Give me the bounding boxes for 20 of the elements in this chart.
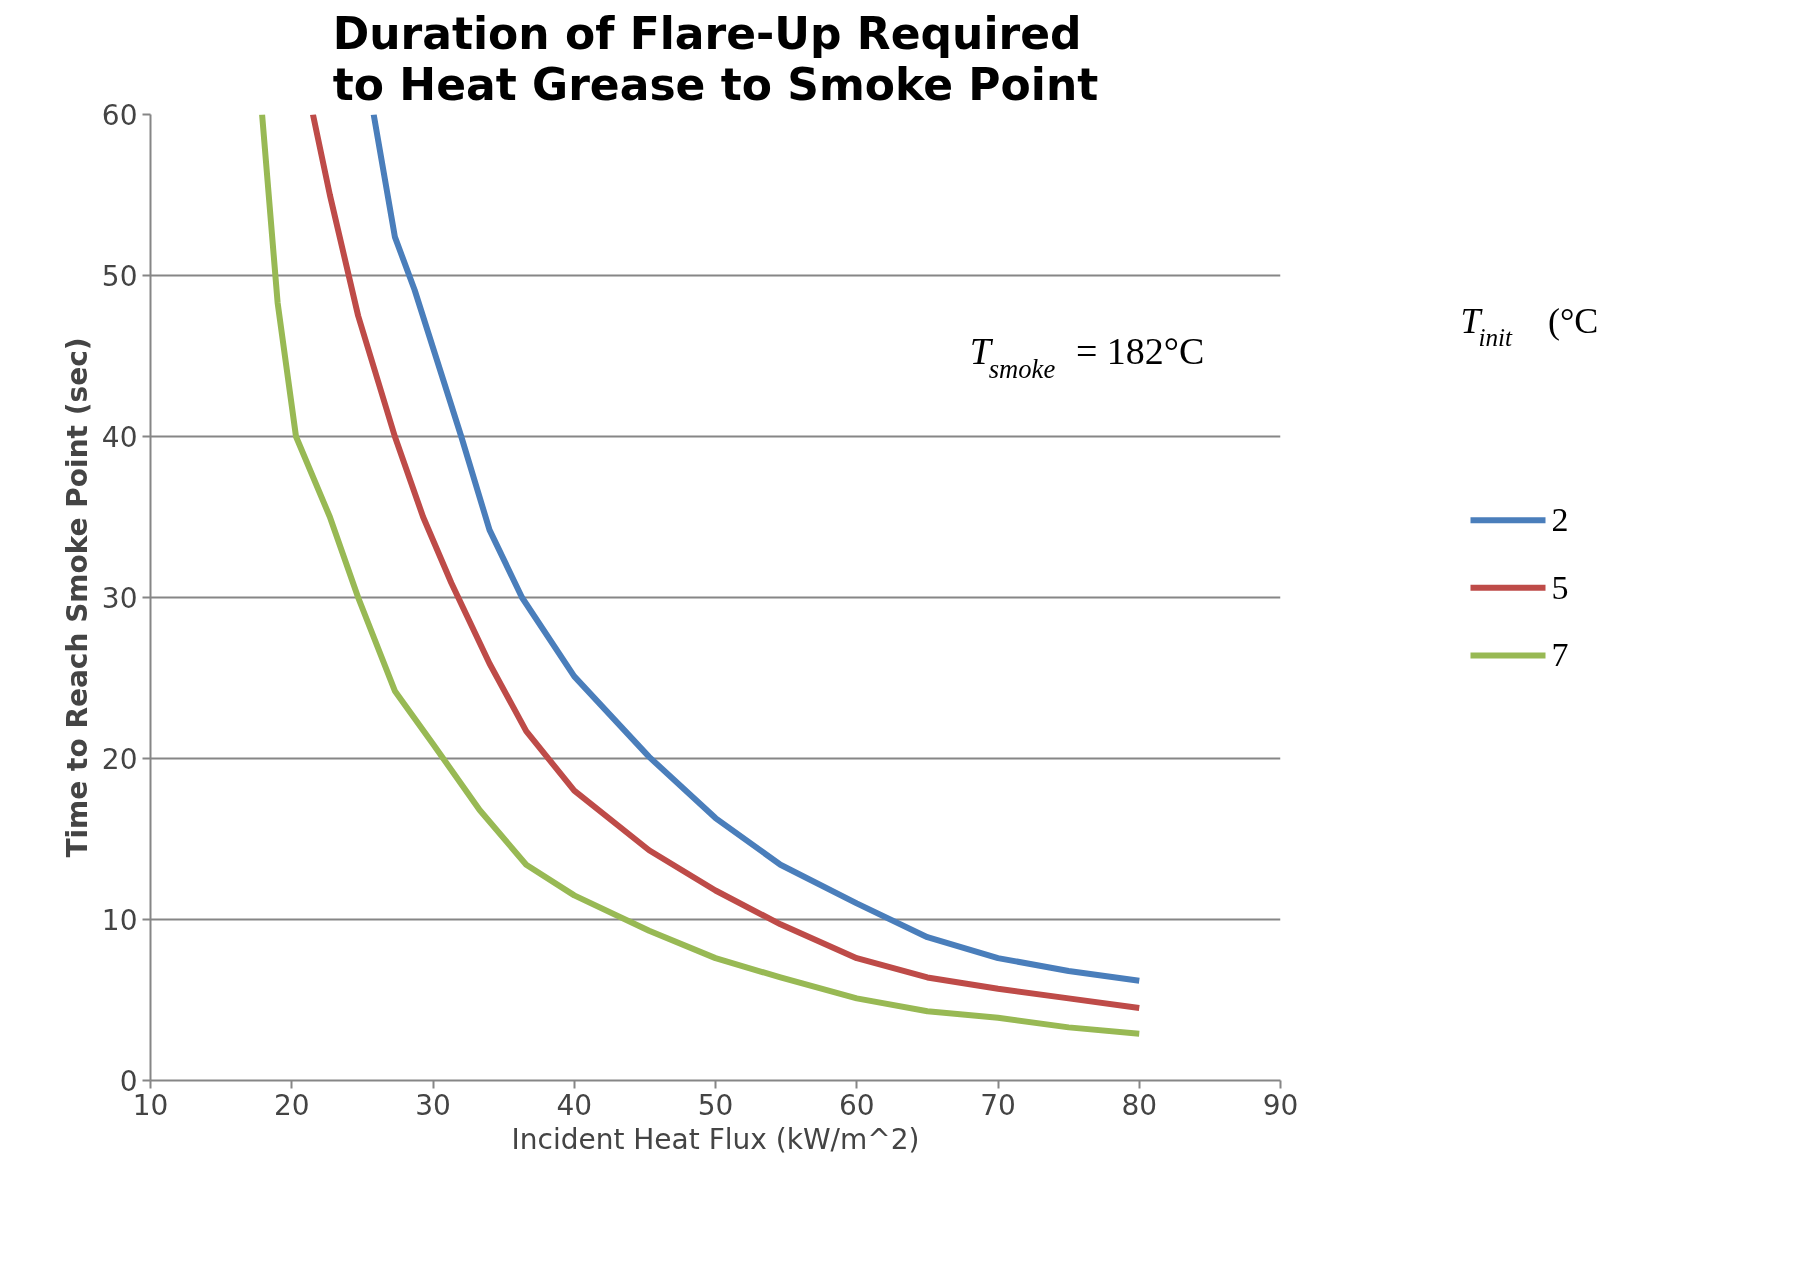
x-axis-title: Incident Heat Flux (kW/m^2) bbox=[511, 1122, 920, 1156]
x-tick-label: 60 bbox=[838, 1088, 875, 1122]
legend-label: 7 bbox=[1551, 636, 1569, 674]
legend-label: 2 bbox=[1551, 501, 1569, 539]
y-tick-label: 20 bbox=[101, 743, 138, 776]
x-tick-label: 70 bbox=[980, 1088, 1016, 1122]
x-tick-label: 40 bbox=[556, 1088, 593, 1122]
x-tick-label: 20 bbox=[273, 1088, 310, 1122]
y-tick-label: 10 bbox=[101, 904, 138, 937]
x-tick-label: 30 bbox=[415, 1088, 451, 1122]
x-tick-label: 50 bbox=[697, 1088, 734, 1122]
x-tick-label: 80 bbox=[1121, 1088, 1158, 1122]
y-axis-title: Time to Reach Smoke Point (sec) bbox=[60, 337, 94, 858]
chart-title: Duration of Flare-Up Required to Heat Grease to Smoke Point bbox=[332, 7, 1099, 110]
y-tick-label: 50 bbox=[101, 260, 138, 293]
x-tick-label: 90 bbox=[1262, 1088, 1299, 1122]
y-tick-label: 60 bbox=[101, 99, 138, 132]
y-tick-label: 40 bbox=[101, 421, 138, 454]
y-tick-label: 30 bbox=[101, 582, 138, 615]
legend-label: 5 bbox=[1551, 568, 1569, 606]
